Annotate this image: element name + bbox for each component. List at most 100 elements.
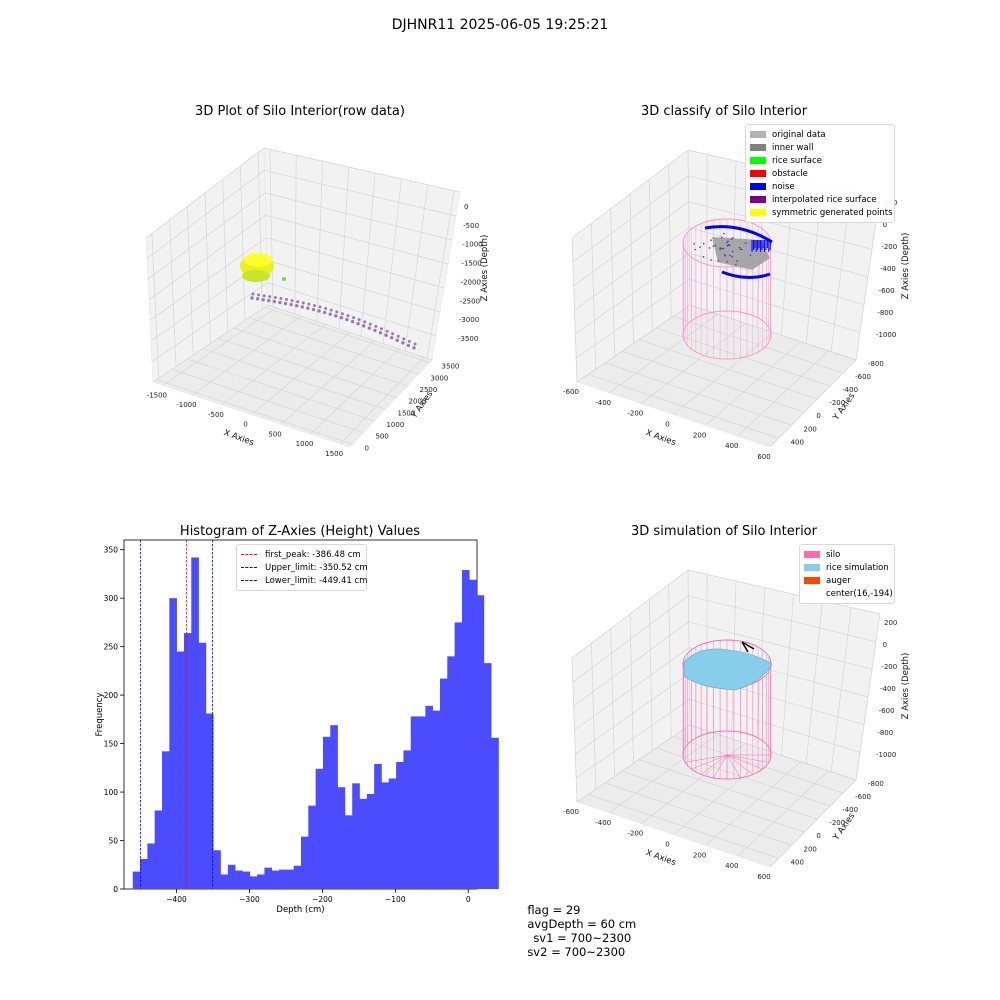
histogram-x-tick-label: −200 [312, 895, 333, 904]
histogram-bar [425, 706, 433, 889]
raw-data-point [306, 306, 309, 309]
raw-data-point [369, 323, 372, 326]
legend-entry: original data [750, 128, 890, 141]
cls-y-tick: 400 [791, 438, 804, 446]
cls-x-grid [572, 238, 577, 382]
cls-z-grid [572, 150, 688, 238]
cls-y-grid [639, 340, 817, 400]
figure-title: DJHNR11 2025-06-05 19:25:21 [0, 17, 1000, 33]
sim-y-grid [831, 607, 851, 771]
cls-z-grid [689, 253, 864, 304]
raw-data-point [313, 304, 316, 307]
histogram-bar [447, 656, 455, 889]
sim-floor-spoke [727, 755, 753, 774]
raw-data-point [414, 342, 417, 345]
histogram-y-tick-label: 0 [113, 885, 118, 894]
raw-z-tick: -1000 [462, 241, 482, 249]
histogram-bar [316, 769, 324, 889]
raw-data-point [329, 312, 332, 315]
raw-data-point [362, 324, 365, 327]
legend-swatch [750, 183, 766, 190]
cls-x-tick: -600 [563, 388, 579, 396]
raw-z-tick: -3000 [459, 316, 479, 324]
raw-data-point [323, 311, 326, 314]
legend-swatch [750, 196, 766, 203]
histogram-x-tick-label: −400 [166, 895, 187, 904]
histogram-bar [345, 815, 353, 889]
raw-data-point [401, 341, 404, 344]
classify-legend: original data inner wall rice surface obsta… [745, 124, 895, 223]
sim-x-grid [577, 725, 690, 802]
histogram-bar [294, 866, 302, 889]
cls-floor-pane [577, 305, 856, 447]
raw-data-point [319, 305, 322, 308]
sim-z-grid [574, 622, 689, 706]
histogram-bar [140, 859, 148, 889]
cls-rice-point [732, 251, 734, 253]
cls-rice-point [723, 233, 725, 235]
raw-data-point [352, 316, 355, 319]
histogram-x-tick-label: −300 [239, 895, 260, 904]
sim-y-grid [656, 748, 830, 806]
histogram-bar [418, 716, 426, 889]
raw-z-grid [265, 193, 452, 240]
cls-rice-point [739, 247, 741, 249]
sim-x-tick: -400 [595, 819, 611, 827]
sim-y-grid [707, 574, 708, 730]
raw-y-grid [203, 349, 386, 410]
sim-x-grid [738, 771, 829, 856]
cls-y-grid [707, 154, 708, 310]
sv1-text: sv1 = 700~2300 [533, 931, 631, 945]
histogram-bar [242, 872, 250, 889]
sim-cyl-bottom [683, 731, 771, 779]
legend-swatch [750, 131, 766, 138]
histogram-bar [360, 799, 368, 889]
histogram-bar [484, 663, 492, 889]
legend-entry: silo [804, 548, 890, 561]
legend-entry: center(16,-194) [804, 587, 890, 600]
raw-green-band [242, 270, 270, 282]
sim-x-tick: 200 [693, 851, 706, 859]
cls-z-tick: -200 [881, 243, 897, 251]
raw-y-grid [361, 173, 375, 336]
cls-x-tick: 0 [665, 421, 669, 429]
legend-entry: first_peak: -386.48 cm [241, 548, 362, 561]
histogram-bar [411, 716, 419, 889]
status-footer: flag = 29 avgDepth = 60 cm sv1 = 700~230… [520, 889, 642, 959]
sim-x-grid [770, 780, 856, 867]
raw-y-grid [270, 149, 273, 306]
cls-rice-point [694, 249, 696, 251]
cls-rice-point [699, 246, 701, 248]
raw-z-grid [267, 283, 436, 336]
sim-x-label: X Axies [644, 848, 677, 868]
sim-y-grid [732, 581, 737, 739]
cls-z-label: Z Axies (Depth) [901, 233, 911, 300]
raw-x-tick: -1500 [147, 391, 167, 399]
histogram-bar [491, 738, 499, 889]
cls-rice-point [726, 261, 728, 263]
sim-z-grid [690, 725, 856, 780]
histogram-bar [199, 643, 207, 889]
cls-y-label: Y Axies [831, 391, 858, 423]
sim-x-grid [641, 743, 745, 823]
histogram-y-tick-label: 100 [104, 788, 119, 797]
raw-data-point [356, 322, 359, 325]
legend-swatch [241, 580, 257, 581]
raw-data-point [263, 294, 266, 297]
cls-x-grid [706, 342, 801, 426]
sim-x-grid [572, 658, 577, 802]
histogram-bar [433, 711, 441, 889]
raw-data-point [250, 296, 253, 299]
cls-rice-point [726, 242, 728, 244]
raw-z-tick: -2000 [461, 278, 481, 286]
legend-label: silo [826, 550, 840, 560]
cls-rice-point [728, 244, 730, 246]
legend-label: auger [826, 576, 851, 586]
sim-floor-spoke [727, 755, 769, 762]
sim-y-grid [588, 794, 778, 858]
raw-y-grid [249, 318, 418, 375]
raw-x-tick: 1500 [325, 450, 343, 458]
cls-rice-point [709, 247, 711, 249]
cls-rice-point [745, 242, 747, 244]
legend-label: inner wall [772, 143, 813, 153]
